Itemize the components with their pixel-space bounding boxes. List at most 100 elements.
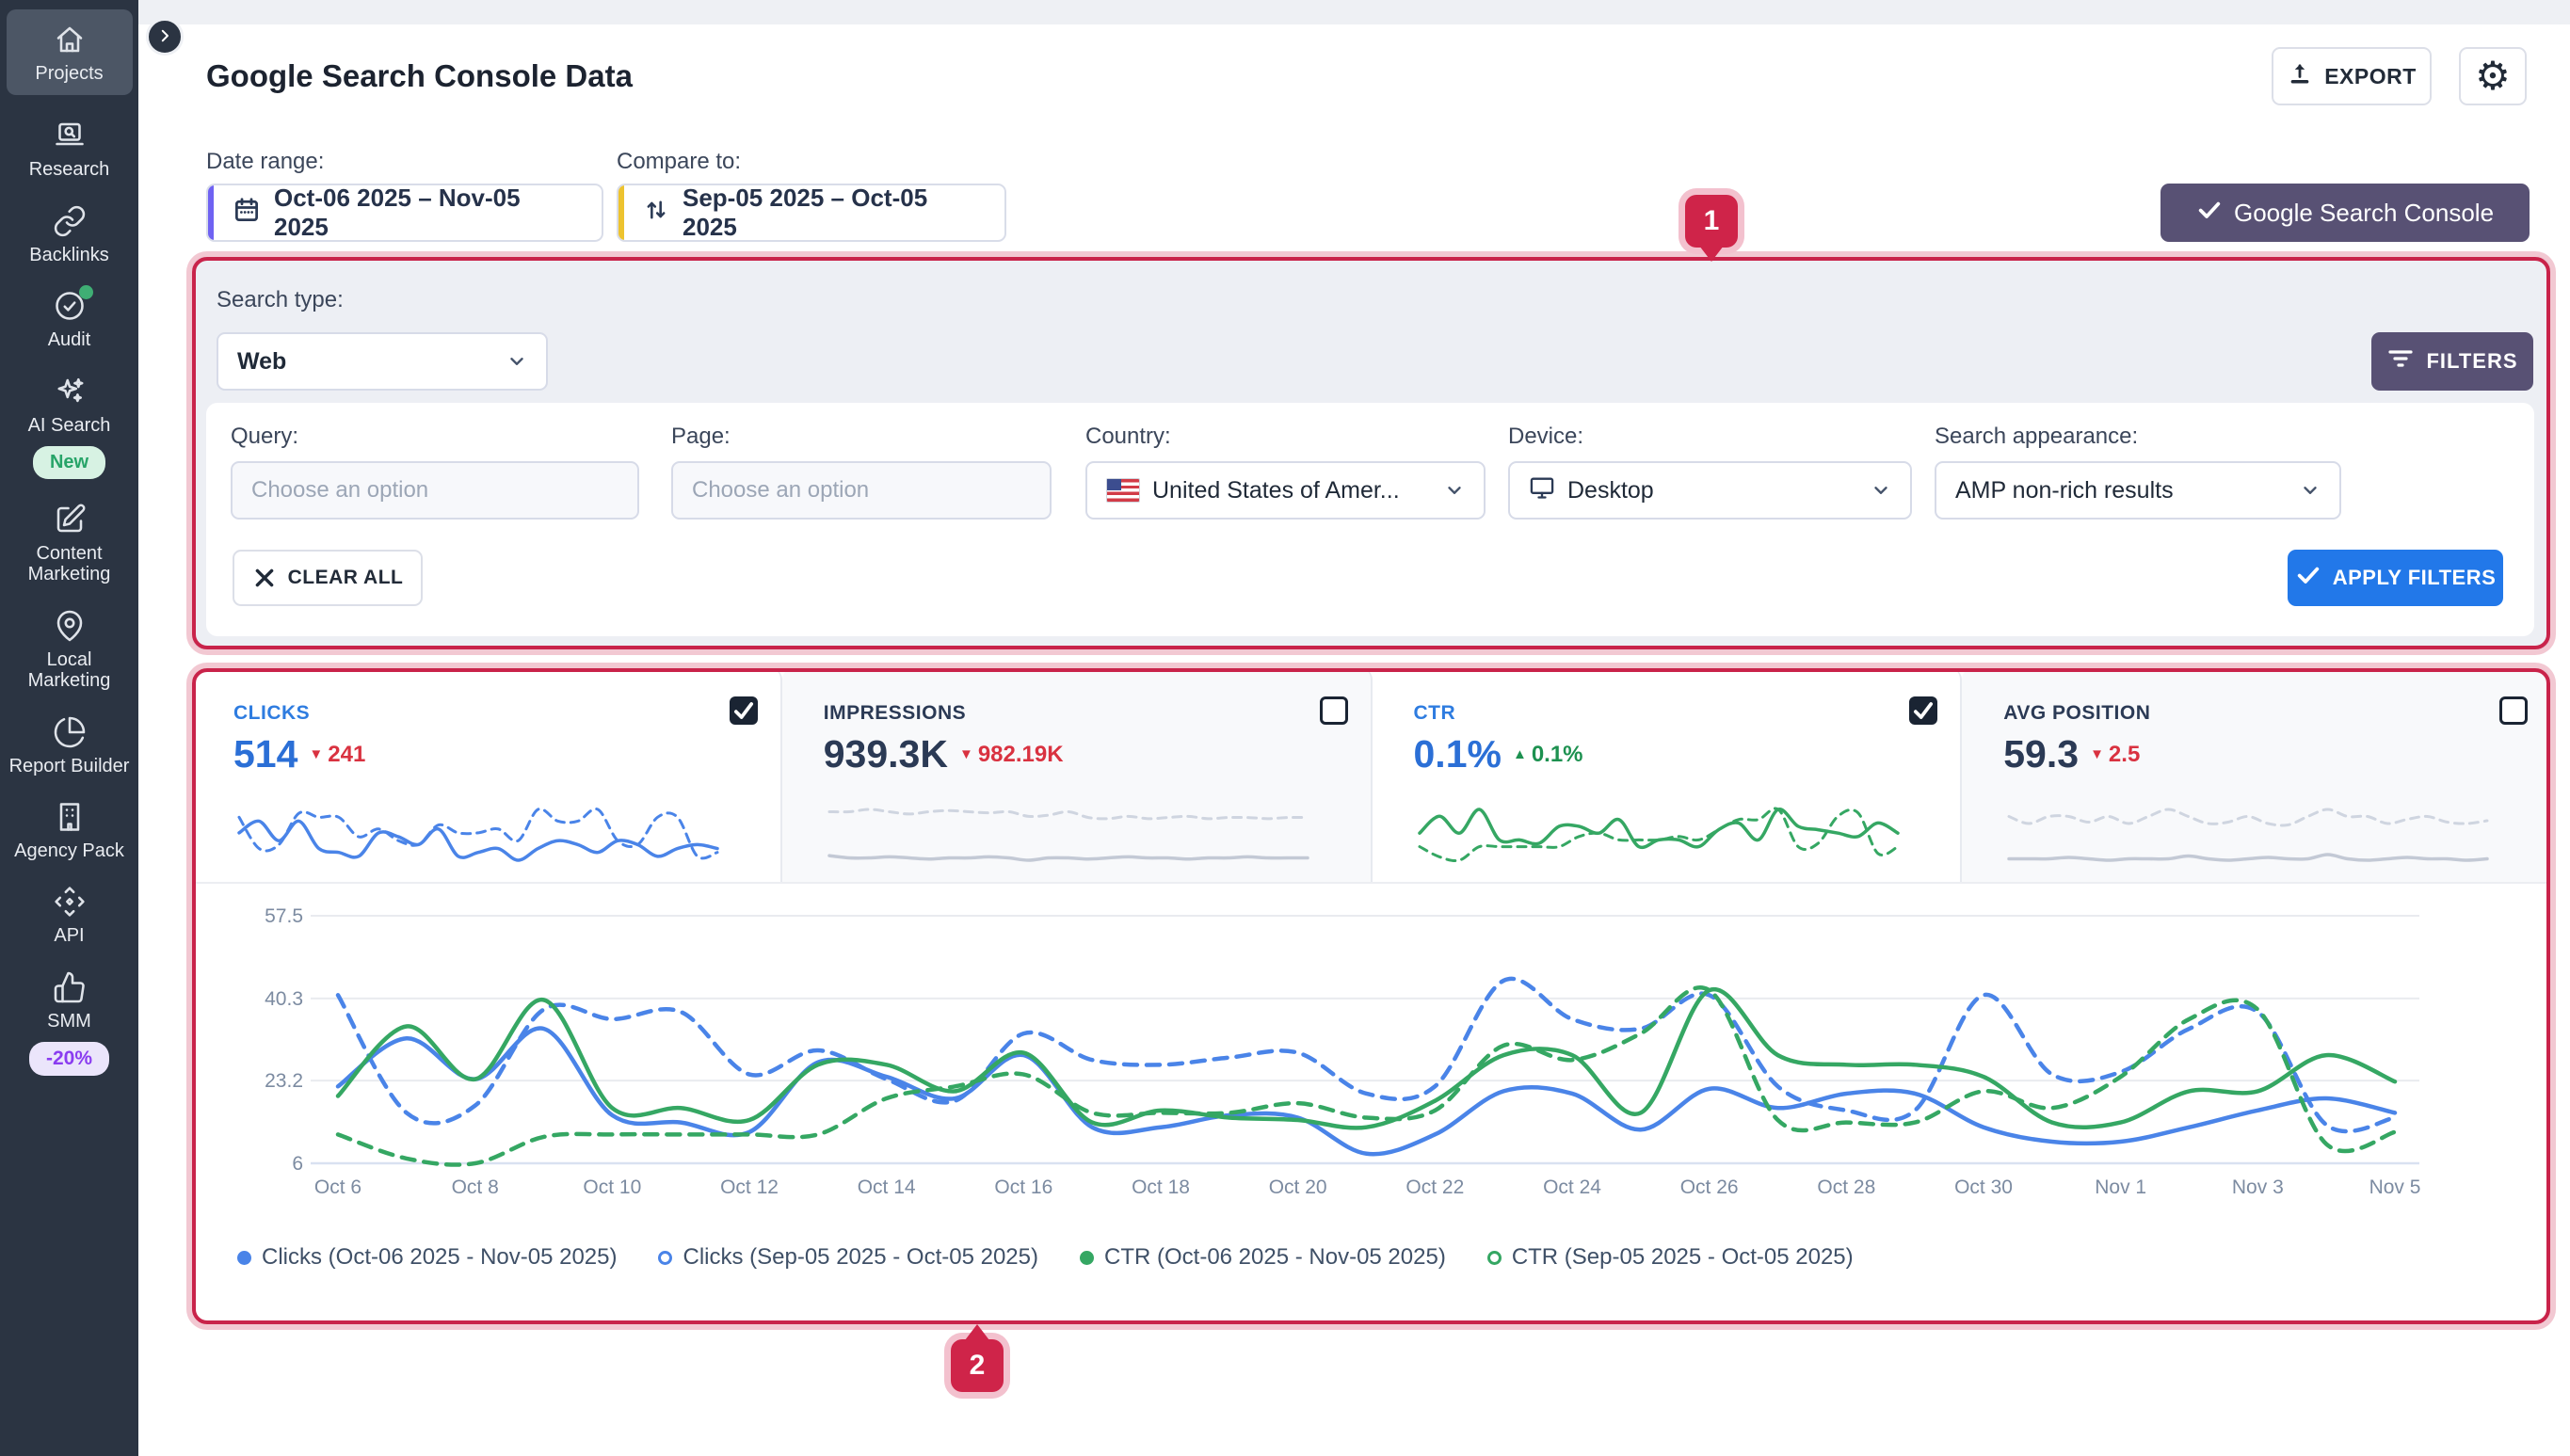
sparkles-icon: [53, 375, 87, 408]
legend-item-ctr-previous[interactable]: CTR (Sep-05 2025 - Oct-05 2025): [1486, 1244, 1854, 1271]
check-icon: [2196, 197, 2223, 230]
sidebar-item-api[interactable]: API: [7, 885, 133, 946]
legend-item-clicks-current[interactable]: Clicks (Oct-06 2025 - Nov-05 2025): [237, 1244, 617, 1271]
close-icon: [255, 568, 273, 587]
gear-icon: ⚙: [2475, 54, 2511, 98]
svg-text:Oct 6: Oct 6: [314, 1176, 361, 1198]
sidebar-item-label: API: [54, 925, 85, 947]
impressions-sparkline: [827, 808, 1309, 862]
sidebar-item-ai-search[interactable]: AI Search New: [7, 375, 133, 479]
audit-check-icon: [53, 285, 93, 323]
annotation-badge-1: 1: [1685, 195, 1738, 248]
ctr-checkbox[interactable]: [1909, 696, 1938, 725]
legend-dot-solid-green: [1080, 1250, 1094, 1265]
compare-range-picker[interactable]: Sep-05 2025 – Oct-05 2025: [617, 184, 1006, 242]
country-select[interactable]: United States of Amer...: [1085, 461, 1486, 520]
monitor-icon: [1529, 474, 1555, 507]
legend-item-clicks-previous[interactable]: Clicks (Sep-05 2025 - Oct-05 2025): [658, 1244, 1038, 1271]
country-value: United States of Amer...: [1152, 476, 1400, 504]
date-range-picker[interactable]: Oct-06 2025 – Nov-05 2025: [206, 184, 603, 242]
sidebar-item-label: Agency Pack: [14, 840, 124, 861]
metric-card-clicks[interactable]: CLICKS 514 ▼ 241: [192, 668, 782, 882]
search-appearance-value: AMP non-rich results: [1955, 476, 2174, 504]
legend-item-ctr-current[interactable]: CTR (Oct-06 2025 - Nov-05 2025): [1080, 1244, 1446, 1271]
avg-position-checkbox[interactable]: [2499, 696, 2528, 725]
svg-text:Oct 26: Oct 26: [1680, 1176, 1739, 1198]
device-label: Device:: [1508, 424, 1584, 449]
delta-arrow-icon: ▼: [2090, 746, 2104, 762]
metric-card-ctr[interactable]: CTR 0.1% ▲ 0.1%: [1373, 668, 1963, 882]
country-label: Country:: [1085, 424, 1171, 449]
metric-label: CTR: [1413, 702, 1456, 724]
clear-all-label: CLEAR ALL: [287, 567, 404, 588]
impressions-checkbox[interactable]: [1319, 696, 1348, 725]
search-type-select[interactable]: Web: [217, 332, 548, 391]
svg-text:Oct 8: Oct 8: [452, 1176, 499, 1198]
sidebar-item-audit[interactable]: Audit: [7, 285, 133, 350]
metric-label: AVG POSITION: [2003, 702, 2151, 724]
search-type-label: Search type:: [217, 287, 344, 312]
settings-button[interactable]: ⚙: [2459, 47, 2527, 105]
export-button[interactable]: EXPORT: [2272, 47, 2432, 105]
svg-text:Oct 14: Oct 14: [858, 1176, 916, 1198]
metric-label: IMPRESSIONS: [823, 702, 967, 724]
metrics-chart-panel: CLICKS 514 ▼ 241 IMPRESSIONS 939.3K ▼ 982.…: [192, 668, 2550, 1324]
sidebar-item-research[interactable]: Research: [7, 119, 133, 180]
google-search-console-toggle[interactable]: Google Search Console: [2160, 184, 2530, 242]
search-appearance-select[interactable]: AMP non-rich results: [1935, 461, 2341, 520]
page-field[interactable]: [671, 461, 1052, 520]
sidebar-item-label: Local Marketing: [27, 648, 111, 692]
api-icon: [53, 885, 87, 919]
query-field[interactable]: [231, 461, 639, 520]
clicks-sparkline: [237, 807, 719, 862]
thumbs-up-icon: [53, 970, 87, 1004]
svg-text:Nov 3: Nov 3: [2232, 1176, 2284, 1198]
sidebar-item-agency-pack[interactable]: Agency Pack: [7, 800, 133, 861]
discount-badge: -20%: [28, 1042, 110, 1077]
delta-arrow-icon: ▼: [958, 746, 973, 762]
sidebar-collapse-button[interactable]: [146, 18, 184, 56]
check-icon: [2295, 562, 2321, 594]
sidebar-item-local-marketing[interactable]: Local Marketing: [7, 609, 133, 692]
svg-text:Oct 22: Oct 22: [1405, 1176, 1464, 1198]
map-pin-icon: [53, 609, 87, 643]
sidebar-item-label: AI Search: [27, 414, 111, 436]
clear-all-button[interactable]: CLEAR ALL: [233, 550, 423, 606]
svg-text:Oct 10: Oct 10: [583, 1176, 641, 1198]
metric-delta: ▼ 982.19K: [958, 741, 1064, 767]
metrics-line-chart: 57.5 40.3 23.2 6 Oct 6 Oct 8 Oct 10 Oct 12 Oct 1…: [265, 905, 2420, 1198]
filters-button[interactable]: FILTERS: [2371, 332, 2533, 391]
sidebar: Projects Research Backlinks Audit A: [0, 0, 138, 1456]
upload-icon: [2287, 60, 2313, 92]
page-header: Google Search Console Data EXPORT ⚙: [138, 24, 2570, 134]
sidebar-item-backlinks[interactable]: Backlinks: [7, 204, 133, 265]
toolbar: Date range: Oct-06 2025 – Nov-05 2025 Co…: [138, 132, 2570, 259]
link-icon: [53, 204, 87, 238]
gsc-label: Google Search Console: [2233, 198, 2495, 227]
page-title: Google Search Console Data: [206, 58, 633, 93]
device-select[interactable]: Desktop: [1508, 461, 1912, 520]
pie-chart-icon: [53, 715, 87, 749]
compare-to-label: Compare to:: [617, 149, 742, 174]
svg-text:Oct 24: Oct 24: [1543, 1176, 1601, 1198]
clicks-checkbox[interactable]: [729, 696, 758, 725]
query-input[interactable]: [231, 461, 639, 520]
audit-notification-dot: [78, 285, 93, 300]
sidebar-item-report-builder[interactable]: Report Builder: [7, 715, 133, 776]
sidebar-item-content-marketing[interactable]: Content Marketing: [7, 503, 133, 585]
metric-card-avg-position[interactable]: AVG POSITION 59.3 ▼ 2.5: [1962, 668, 2550, 882]
metric-delta: ▼ 2.5: [2090, 741, 2141, 767]
metric-value: 0.1%: [1413, 732, 1502, 776]
svg-text:Oct 16: Oct 16: [994, 1176, 1052, 1198]
us-flag-icon: [1106, 478, 1140, 503]
svg-text:40.3: 40.3: [265, 988, 303, 1010]
page-input[interactable]: [671, 461, 1052, 520]
svg-text:Oct 20: Oct 20: [1269, 1176, 1327, 1198]
apply-filters-button[interactable]: APPLY FILTERS: [2288, 550, 2503, 606]
sidebar-item-projects[interactable]: Projects: [6, 9, 133, 96]
sidebar-item-smm[interactable]: SMM -20%: [7, 970, 133, 1077]
metric-card-impressions[interactable]: IMPRESSIONS 939.3K ▼ 982.19K: [781, 668, 1373, 882]
search-appearance-label: Search appearance:: [1935, 424, 2139, 449]
svg-text:Oct 28: Oct 28: [1817, 1176, 1875, 1198]
